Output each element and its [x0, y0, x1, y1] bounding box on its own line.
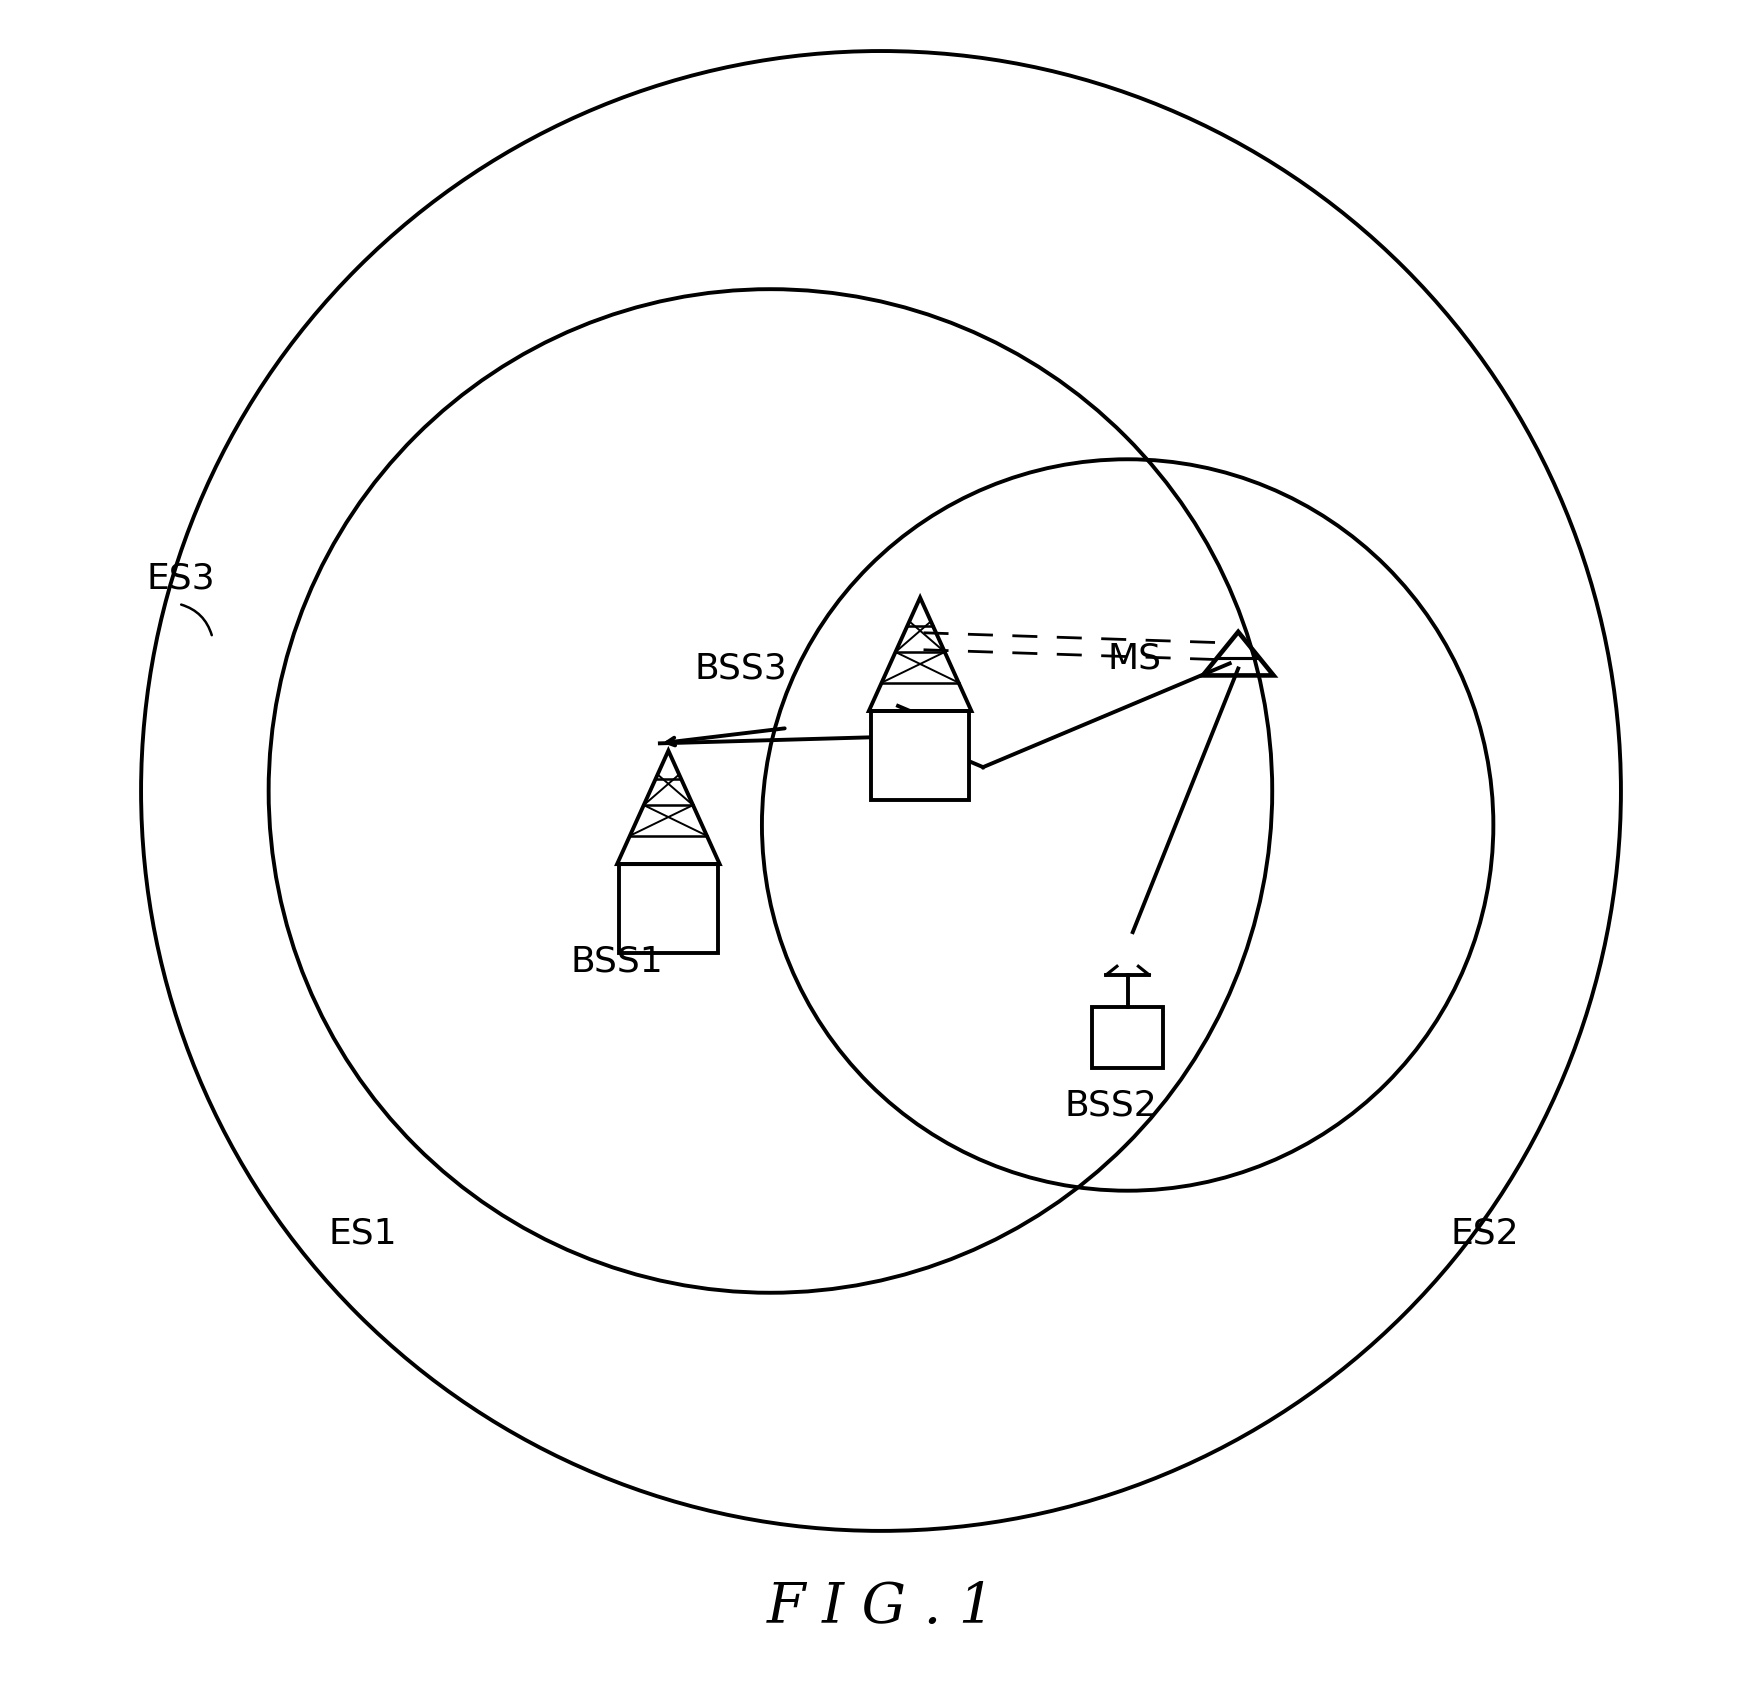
- Text: ES1: ES1: [328, 1216, 396, 1250]
- Bar: [1092, 1007, 1163, 1068]
- Text: BSS1: BSS1: [571, 944, 664, 978]
- Text: ES2: ES2: [1450, 1216, 1519, 1250]
- Text: F I G . 1: F I G . 1: [766, 1580, 996, 1635]
- Bar: [870, 711, 969, 799]
- Text: MS: MS: [1108, 641, 1161, 675]
- Bar: [618, 864, 717, 953]
- Text: BSS2: BSS2: [1064, 1089, 1158, 1123]
- Text: BSS3: BSS3: [694, 651, 788, 686]
- Text: ES3: ES3: [146, 561, 215, 595]
